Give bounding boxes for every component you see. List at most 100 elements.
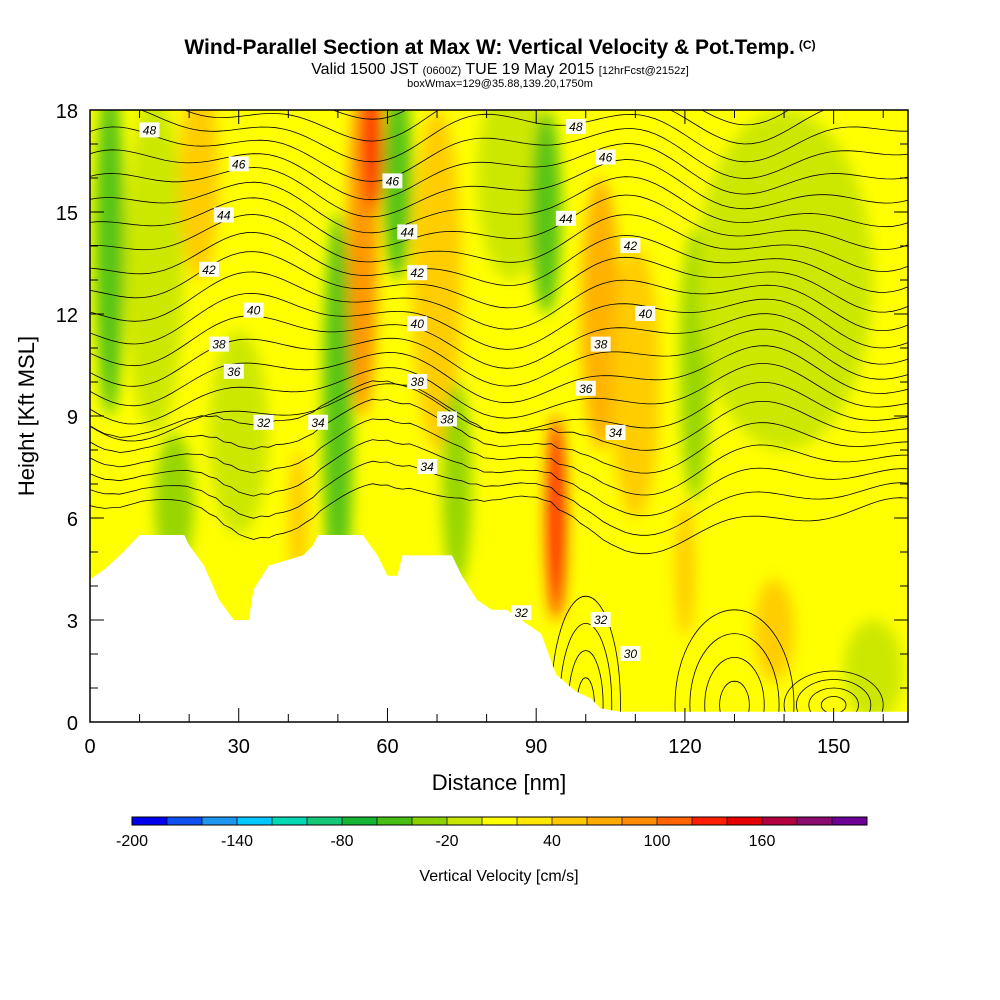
surface-contour-2-4 bbox=[783, 670, 884, 722]
contour-label-text: 38 bbox=[440, 412, 454, 426]
velocity-feature-0 bbox=[94, 110, 125, 416]
contour-label-text: 46 bbox=[386, 174, 400, 188]
contour-label-bg bbox=[308, 414, 329, 430]
contour-label-bg bbox=[590, 336, 611, 352]
contour-label-bg bbox=[555, 210, 576, 226]
contour-label-13: 38 bbox=[407, 374, 428, 389]
isentrope-12 bbox=[90, 271, 908, 331]
colorbar-swatch-6 bbox=[342, 817, 378, 825]
contour-label-bg bbox=[590, 612, 611, 627]
velocity-feature-20 bbox=[754, 579, 794, 682]
contour-label-19: 42 bbox=[620, 238, 641, 253]
contour-label-text: 30 bbox=[624, 647, 638, 661]
velocity-feature-14 bbox=[546, 416, 566, 620]
subtitle-date: TUE 19 May 2015 bbox=[465, 61, 595, 78]
contour-label-text: 32 bbox=[515, 606, 529, 620]
velocity-feature-4 bbox=[208, 331, 269, 535]
contour-label-text: 38 bbox=[594, 338, 608, 352]
contour-label-text: 42 bbox=[624, 239, 638, 253]
velocity-feature-12 bbox=[476, 110, 547, 280]
velocity-feature-6 bbox=[323, 212, 353, 620]
contour-label-bg bbox=[575, 380, 596, 396]
contour-label-8: 34 bbox=[308, 414, 329, 430]
contour-label-5: 38 bbox=[208, 336, 229, 352]
contour-label-25: 32 bbox=[590, 612, 611, 627]
contour-label-text: 42 bbox=[411, 266, 425, 280]
colorbar-swatch-7 bbox=[377, 817, 413, 825]
x-tick-label: 150 bbox=[817, 736, 850, 758]
contour-label-bg bbox=[213, 207, 234, 223]
velocity-feature-19 bbox=[694, 110, 874, 450]
isentrope-6 bbox=[90, 382, 908, 442]
isentrope-18 bbox=[90, 159, 908, 218]
contour-label-18: 44 bbox=[555, 210, 576, 226]
surface-contour-2-3 bbox=[796, 679, 872, 722]
colorbar-tick-label: -80 bbox=[330, 833, 353, 850]
colorbar-swatch-20 bbox=[832, 817, 868, 825]
y-tick-label: 12 bbox=[56, 305, 78, 327]
contour-label-2: 44 bbox=[213, 207, 234, 223]
contour-label-bg bbox=[436, 411, 457, 427]
colorbar-swatch-11 bbox=[517, 817, 553, 825]
velocity-feature-8 bbox=[362, 110, 383, 212]
terrain-shape bbox=[90, 535, 908, 722]
contour-label-1: 46 bbox=[228, 156, 249, 172]
contour-label-text: 38 bbox=[411, 375, 425, 389]
colorbar-swatch-9 bbox=[447, 817, 483, 825]
subtitle-forecast: [12hrFcst@2152z] bbox=[598, 65, 689, 77]
contour-label-bg bbox=[511, 605, 532, 621]
title-main: Wind-Parallel Section at Max W: Vertical… bbox=[184, 36, 795, 59]
y-tick-label: 9 bbox=[67, 407, 78, 429]
velocity-feature-10 bbox=[412, 110, 462, 450]
contour-label-26: 30 bbox=[620, 646, 641, 661]
colorbar-tick-label: 160 bbox=[749, 833, 776, 850]
contour-label-17: 46 bbox=[595, 149, 616, 165]
y-tick-label: 18 bbox=[56, 101, 78, 123]
contour-label-bg bbox=[397, 224, 418, 240]
contour-label-text: 46 bbox=[232, 157, 246, 171]
contour-label-text: 32 bbox=[257, 416, 271, 430]
colorbar-swatch-3 bbox=[237, 817, 273, 825]
contour-label-text: 40 bbox=[411, 317, 425, 331]
contour-label-15: 34 bbox=[417, 459, 438, 474]
isentrope-0 bbox=[90, 483, 908, 555]
colorbar-swatch-8 bbox=[412, 817, 448, 825]
contour-label-bg bbox=[198, 261, 219, 277]
subtitle-valid: Valid 1500 JST bbox=[311, 61, 419, 78]
isentrope-16 bbox=[90, 194, 908, 251]
isentrope-5 bbox=[90, 380, 908, 451]
colorbar-swatch-10 bbox=[482, 817, 518, 825]
y-tick-label: 6 bbox=[67, 509, 78, 531]
x-tick-label: 120 bbox=[668, 736, 701, 758]
x-tick-label: 90 bbox=[525, 736, 547, 758]
title-unit: (C) bbox=[798, 38, 816, 52]
isentrope-2 bbox=[90, 439, 908, 517]
y-tick-label: 0 bbox=[67, 713, 78, 735]
contour-label-text: 34 bbox=[311, 416, 325, 430]
x-tick-label: 0 bbox=[84, 736, 95, 758]
isentrope-4 bbox=[90, 398, 908, 474]
velocity-feature-13 bbox=[531, 110, 561, 314]
colorbar-swatch-4 bbox=[272, 817, 308, 825]
contour-label-bg bbox=[208, 336, 229, 352]
contour-label-text: 38 bbox=[212, 338, 226, 352]
contour-label-text: 34 bbox=[609, 426, 623, 440]
contour-label-bg bbox=[407, 316, 428, 332]
x-tick-label: 30 bbox=[228, 736, 250, 758]
contour-label-bg bbox=[620, 238, 641, 253]
contour-label-text: 44 bbox=[401, 225, 415, 239]
contour-label-9: 46 bbox=[382, 173, 403, 189]
contour-label-bg bbox=[139, 122, 160, 138]
contour-label-bg bbox=[565, 119, 586, 134]
velocity-feature-5 bbox=[288, 450, 309, 586]
colorbar-swatch-0 bbox=[132, 817, 168, 825]
colorbar-frame bbox=[131, 816, 868, 826]
chart-subtitle: Valid 1500 JST (0600Z) TUE 19 May 2015 [… bbox=[0, 61, 1000, 79]
x-axis-label: Distance [nm] bbox=[432, 770, 567, 795]
isentrope-19 bbox=[90, 143, 908, 201]
colorbar-swatch-2 bbox=[202, 817, 238, 825]
contour-label-text: 42 bbox=[202, 263, 216, 277]
contour-label-bg bbox=[635, 306, 656, 321]
contour-label-bg bbox=[407, 374, 428, 389]
